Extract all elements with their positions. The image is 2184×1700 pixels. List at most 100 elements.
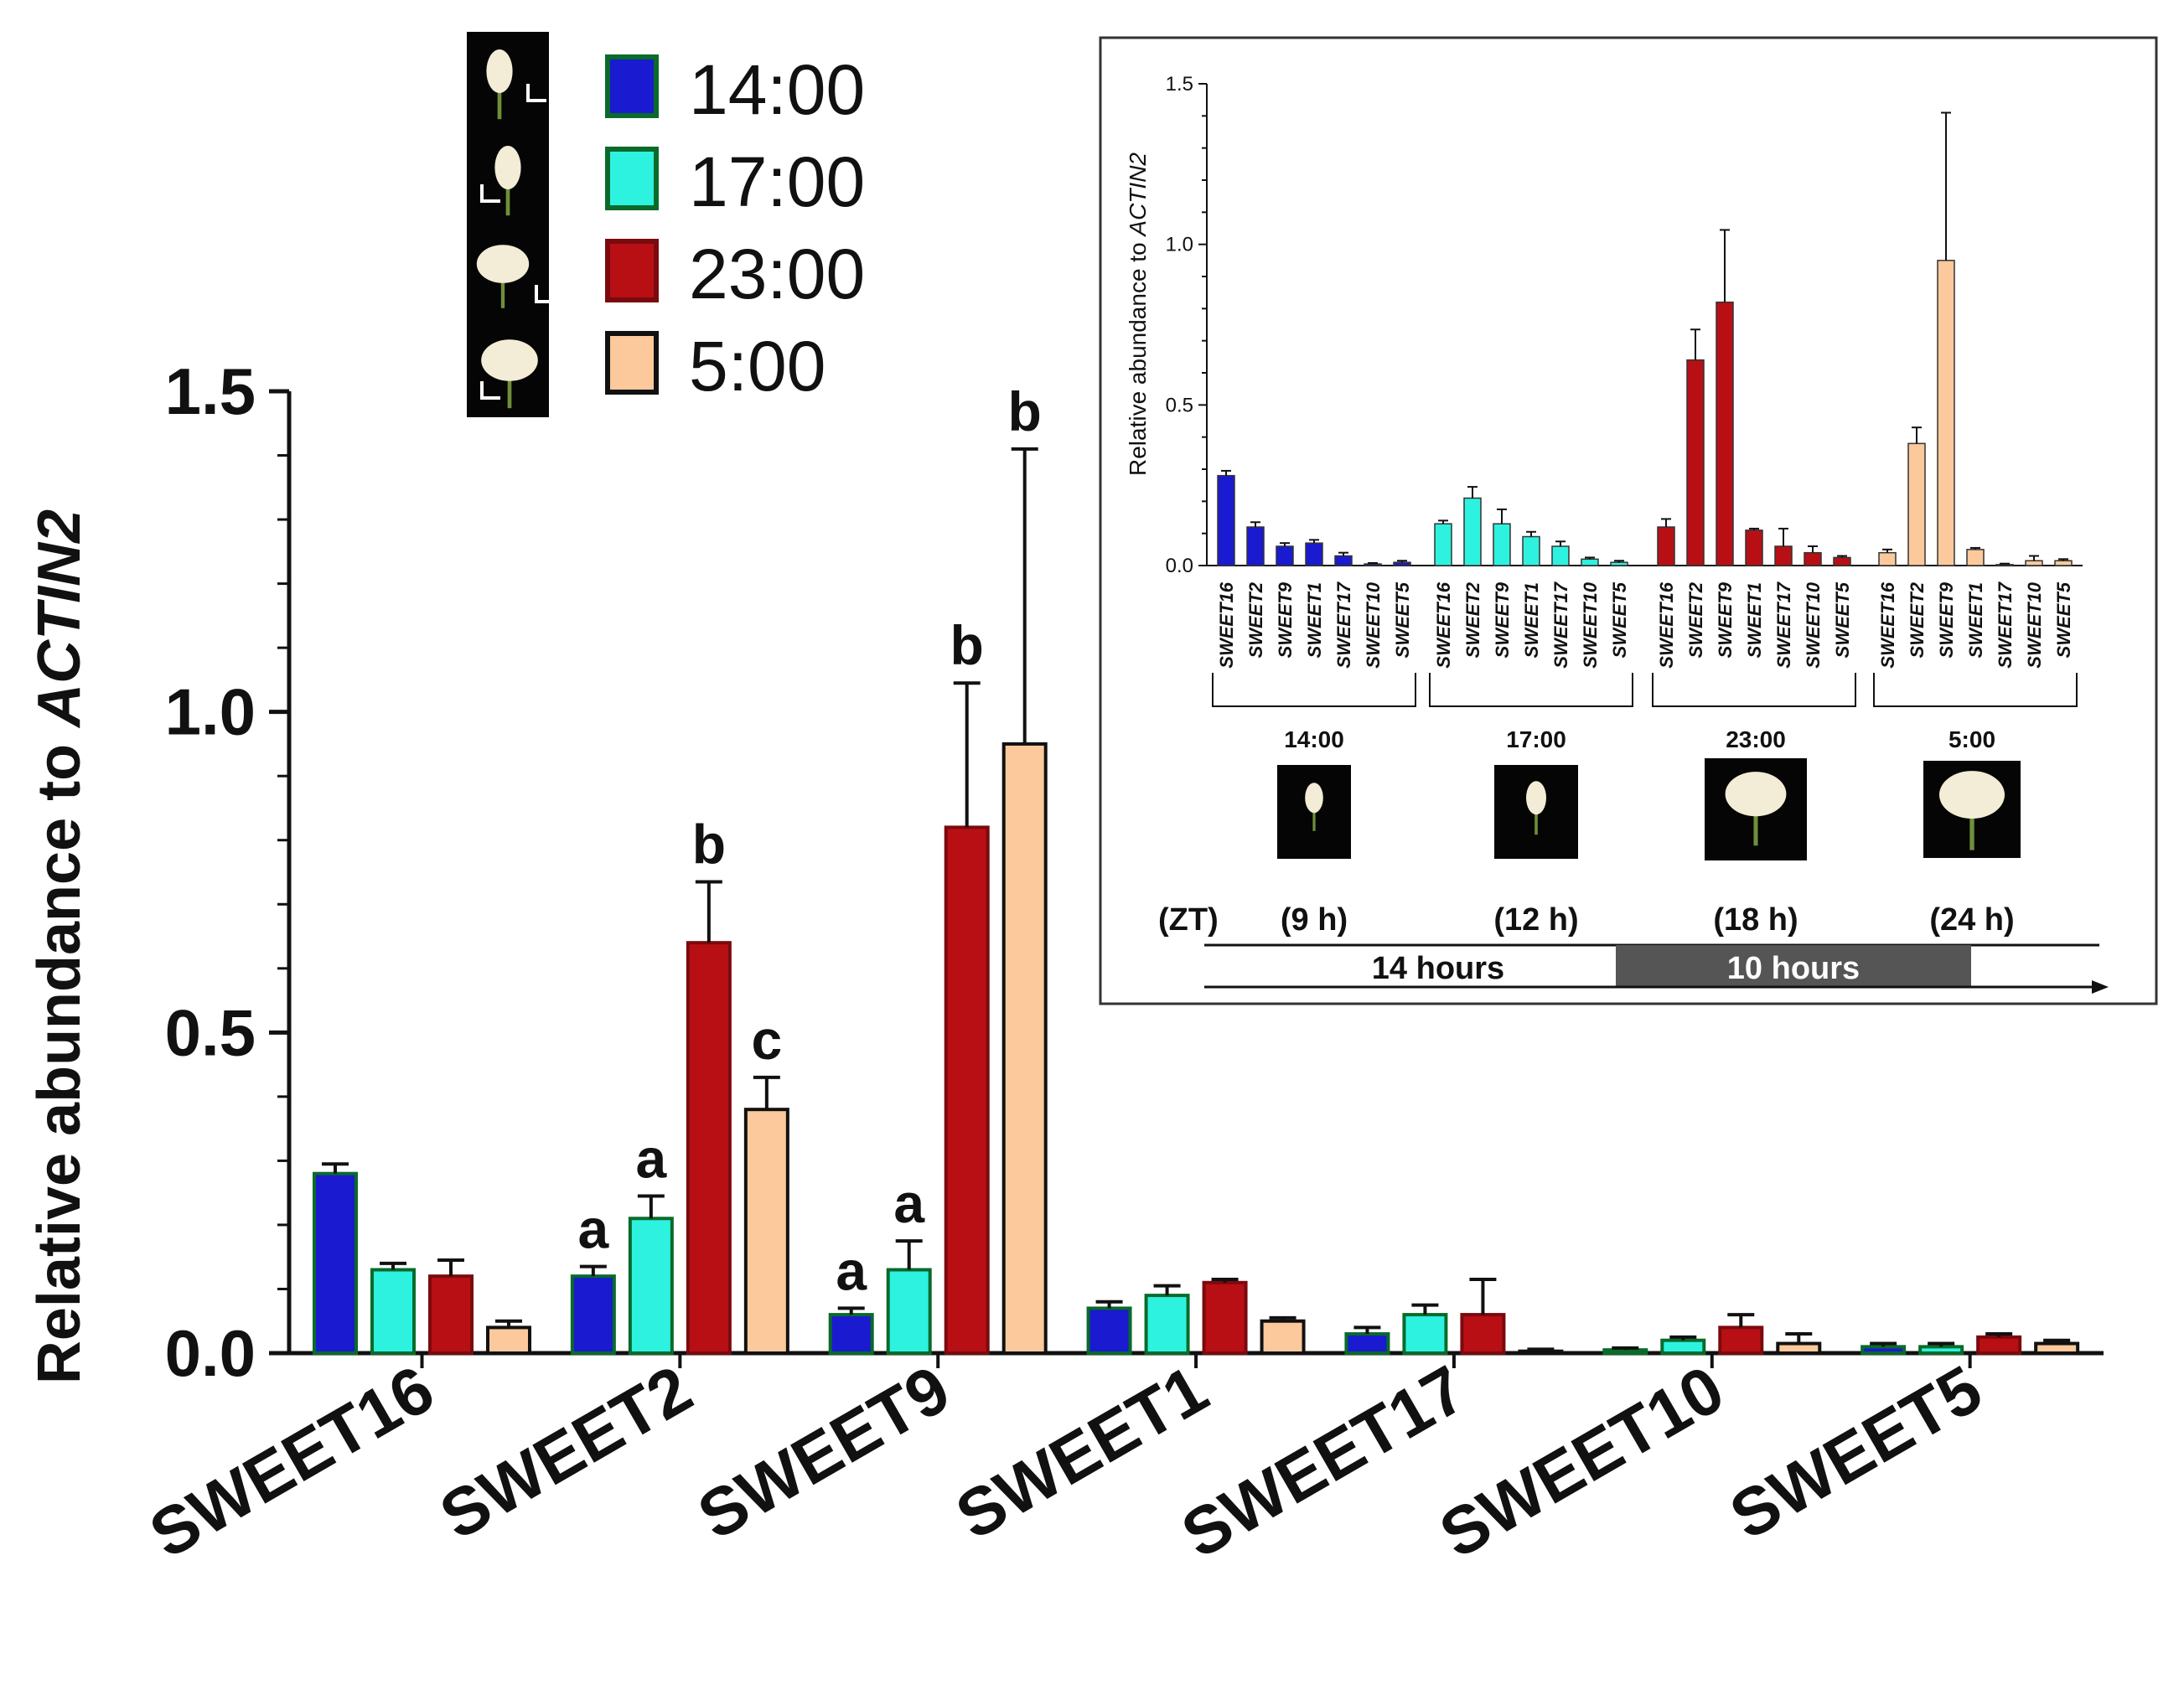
scale-bar-mark: [480, 381, 500, 400]
inset-y-tick-label: 1.0: [1166, 234, 1193, 256]
inset-gene-label: SWEET10: [2024, 581, 2045, 668]
significance-label: a: [635, 1127, 667, 1189]
inset-timeline: (ZT) 14 hours 10 hours: [1158, 902, 2109, 994]
inset-bar: [1774, 545, 1793, 566]
category-label: SWEET17: [1170, 1351, 1478, 1573]
inset-bar: [1434, 523, 1452, 566]
significance-label: b: [1008, 380, 1042, 442]
inset-gene-label: SWEET9: [1492, 581, 1513, 658]
inset-zt-value: (9 h): [1281, 902, 1348, 938]
inset-bar: [1937, 260, 1955, 566]
inset-bar: [1364, 563, 1382, 566]
bar: [743, 1108, 789, 1355]
significance-label: c: [751, 1009, 782, 1071]
light-period-label: 14 hours: [1372, 951, 1504, 986]
inset-gene-label: SWEET1: [1965, 582, 1986, 658]
y-tick-label: 0.0: [165, 1316, 256, 1390]
bar: [1776, 1341, 1822, 1356]
inset-time-label: 17:00: [1506, 726, 1566, 752]
inset-gene-label: SWEET9: [1936, 581, 1957, 658]
bar: [428, 1274, 474, 1356]
y-tick-label: 1.5: [165, 354, 256, 428]
bar: [486, 1325, 531, 1356]
dark-period-label: 10 hours: [1727, 951, 1860, 986]
y-axis-title: Relative abundance to ACTIN2: [26, 509, 93, 1384]
inset-axes: [1198, 83, 2083, 566]
inset-bar: [1833, 556, 1851, 566]
inset-gene-label: SWEET9: [1715, 581, 1736, 658]
inset-bar: [1522, 535, 1540, 566]
inset-zt-value: (18 h): [1713, 902, 1798, 938]
inset-gene-label: SWEET5: [1609, 581, 1630, 658]
legend-swatch: [605, 54, 659, 118]
significance-label: b: [692, 813, 726, 875]
y-axis-title-italic: ACTIN2: [26, 509, 93, 729]
inset-zt-value: (12 h): [1493, 902, 1578, 938]
legend-swatch: [605, 331, 659, 395]
significance-label: b: [950, 614, 984, 676]
bar: [1976, 1335, 2022, 1356]
bar: [1402, 1313, 1448, 1355]
inset-panel: 0.0 0.5 1.0 1.5 SWEET16 SWEET2 SWEET9 SWEET1 SWE…: [1099, 36, 2158, 1005]
inset-gene-label: SWEET16: [1433, 581, 1454, 668]
bar: [1260, 1319, 1306, 1355]
inset-bar: [1551, 545, 1570, 566]
category-label: SWEET10: [1427, 1351, 1736, 1573]
bar: [628, 1217, 674, 1356]
inset-gene-label: SWEET2: [1907, 581, 1928, 658]
inset-group-bracket: [1429, 673, 1633, 707]
inset-gene-label: SWEET16: [1877, 581, 1898, 668]
inset-bar: [1966, 549, 1985, 566]
legend-flower-photos: [467, 32, 555, 417]
inset-bar: [1745, 530, 1763, 566]
inset-bars: [1217, 111, 2073, 567]
bar: [1344, 1332, 1390, 1356]
inset-gene-label: SWEET17: [1333, 581, 1354, 668]
inset-gene-label: SWEET2: [1462, 581, 1483, 658]
inset-bar: [1334, 555, 1353, 566]
inset-labels: 0.0 0.5 1.0 1.5 SWEET16 SWEET2 SWEET9 SWEET1 SWE…: [1166, 73, 2078, 938]
inset-bar: [1804, 551, 1822, 566]
bar: [1518, 1349, 1564, 1355]
category-label: SWEET5: [1718, 1351, 1994, 1554]
flower-bud: [494, 146, 521, 189]
bar: [886, 1268, 932, 1356]
timeline-arrow-head: [2092, 980, 2109, 994]
inset-bar: [1276, 545, 1294, 566]
legend-label: 14:00: [689, 50, 865, 129]
legend-swatch: [605, 239, 659, 302]
inset-bar: [1995, 564, 2014, 567]
inset-bar: [1716, 301, 1734, 566]
inset-bar: [1217, 474, 1235, 566]
bar: [313, 1171, 358, 1355]
flower-bloom: [481, 339, 538, 381]
bar: [370, 1268, 416, 1356]
inset-gene-label: SWEET5: [1832, 581, 1853, 658]
inset-y-axis-title: Relative abundance to ACTIN2: [1125, 152, 1151, 476]
inset-gene-label: SWEET1: [1521, 582, 1542, 658]
inset-gene-label: SWEET2: [1685, 581, 1706, 658]
inset-bar: [1581, 558, 1599, 566]
bar: [1202, 1280, 1248, 1356]
flower-bud: [1526, 781, 1546, 815]
bar: [1460, 1313, 1506, 1355]
inset-y-tick-label: 0.5: [1166, 394, 1193, 416]
inset-gene-label: SWEET17: [1995, 581, 2016, 668]
legend-label: 23:00: [689, 235, 865, 313]
inset-bar: [1393, 561, 1411, 566]
inset-bar: [1657, 526, 1675, 566]
inset-bar: [1463, 497, 1482, 566]
inset-bar: [2054, 560, 2073, 566]
significance-label: a: [836, 1239, 867, 1301]
category-label: SWEET9: [686, 1351, 961, 1554]
significance-label: a: [893, 1172, 925, 1234]
bar: [944, 825, 990, 1355]
inset-y-axis-title-italic: ACTIN2: [1125, 152, 1151, 238]
y-tick-label: 0.5: [165, 995, 256, 1069]
scale-bar-mark: [480, 184, 500, 203]
legend-swatch: [605, 147, 659, 210]
flower-bloom: [1725, 772, 1787, 817]
main-bars: [313, 447, 2080, 1356]
inset-gene-label: SWEET9: [1275, 581, 1296, 658]
